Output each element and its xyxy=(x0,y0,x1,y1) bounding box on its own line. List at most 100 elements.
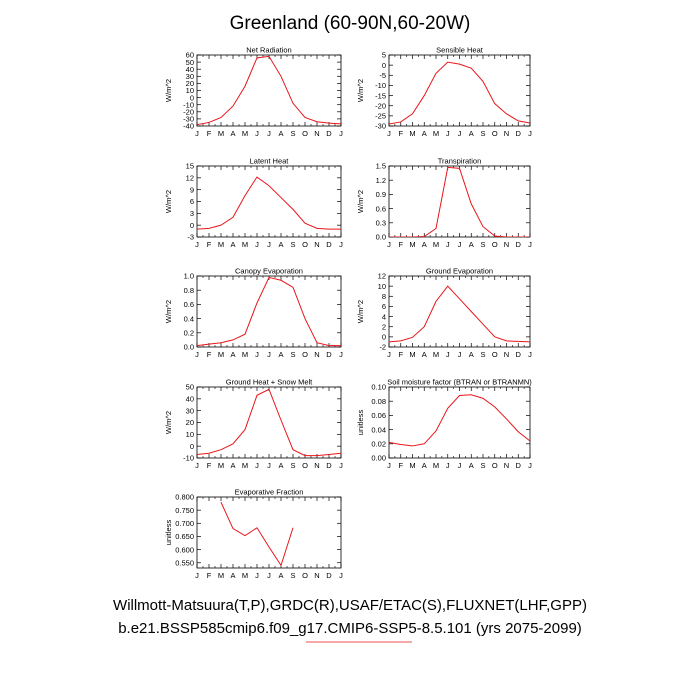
y-axis-label: W/m^2 xyxy=(356,190,365,213)
y-tick-label: 15 xyxy=(186,162,194,171)
x-tick-label: J xyxy=(267,129,271,138)
x-tick-label: M xyxy=(242,350,248,359)
y-tick-label: 0.700 xyxy=(175,519,194,528)
x-tick-label: A xyxy=(278,240,283,249)
y-tick-label: 0.00 xyxy=(371,454,386,463)
x-tick-label: D xyxy=(516,350,522,359)
x-tick-label: J xyxy=(387,461,391,470)
x-tick-label: J xyxy=(267,350,271,359)
plot-frame xyxy=(196,165,342,238)
x-tick-label: J xyxy=(387,350,391,359)
y-tick-label: 1.0 xyxy=(184,272,194,281)
x-tick-label: O xyxy=(302,240,308,249)
x-tick-label: A xyxy=(469,129,474,138)
y-tick-label: -5 xyxy=(379,71,386,80)
panel-title: Latent Heat xyxy=(250,157,290,166)
series-line-sensible-heat xyxy=(389,61,530,125)
x-tick-label: J xyxy=(195,571,199,580)
panel-title: Ground Evaporation xyxy=(426,267,493,276)
x-tick-label: F xyxy=(398,240,403,249)
y-tick-label: 8 xyxy=(382,292,386,301)
x-tick-label: O xyxy=(492,461,498,470)
x-tick-label: M xyxy=(242,571,248,580)
y-tick-label: 0.9 xyxy=(376,190,386,199)
x-tick-label: M xyxy=(409,129,415,138)
x-tick-label: S xyxy=(290,240,295,249)
y-tick-label: 20 xyxy=(186,418,194,427)
x-tick-label: O xyxy=(302,571,308,580)
x-tick-label: M xyxy=(218,350,224,359)
series-line-soil-moisture-factor-btran-or-btranmn xyxy=(389,394,530,447)
x-tick-label: J xyxy=(195,461,199,470)
x-tick-label: J xyxy=(339,240,343,249)
series-line-latent-heat xyxy=(197,176,341,230)
x-tick-label: J xyxy=(458,240,462,249)
x-tick-label: M xyxy=(218,571,224,580)
x-tick-label: J xyxy=(339,350,343,359)
y-tick-label: 0.0 xyxy=(184,343,194,352)
x-tick-label: J xyxy=(528,240,532,249)
plot-frame xyxy=(388,386,531,459)
y-tick-label: 0.06 xyxy=(371,411,386,420)
y-tick-label: -20 xyxy=(183,108,194,117)
panel-title: Net Radiation xyxy=(246,46,291,55)
y-tick-label: 50 xyxy=(186,58,194,67)
x-tick-label: A xyxy=(230,350,235,359)
x-tick-label: M xyxy=(433,129,439,138)
x-tick-label: A xyxy=(469,350,474,359)
y-tick-label: 40 xyxy=(186,395,194,404)
x-tick-label: M xyxy=(242,461,248,470)
y-tick-label: 0.750 xyxy=(175,506,194,515)
y-tick-label: 10 xyxy=(378,282,386,291)
y-tick-label: 0.08 xyxy=(371,397,386,406)
y-tick-label: 6 xyxy=(382,302,386,311)
y-tick-label: 0 xyxy=(190,442,194,451)
plot-frame xyxy=(388,165,531,238)
y-tick-label: -40 xyxy=(183,122,194,131)
x-tick-label: D xyxy=(326,240,332,249)
y-axis-label: unitless xyxy=(356,410,365,436)
x-tick-label: J xyxy=(458,350,462,359)
y-tick-label: 30 xyxy=(186,406,194,415)
y-tick-label: 6 xyxy=(190,197,194,206)
x-tick-label: F xyxy=(398,461,403,470)
y-tick-label: 1.2 xyxy=(376,176,386,185)
x-tick-label: F xyxy=(398,129,403,138)
x-tick-label: J xyxy=(339,461,343,470)
x-tick-label: J xyxy=(339,571,343,580)
x-tick-label: A xyxy=(469,461,474,470)
y-tick-label: 0 xyxy=(382,333,386,342)
y-tick-label: 0.2 xyxy=(184,329,194,338)
x-tick-label: M xyxy=(409,350,415,359)
x-tick-label: F xyxy=(207,461,212,470)
y-axis-label: W/m^2 xyxy=(164,411,173,434)
x-tick-label: J xyxy=(458,461,462,470)
y-tick-label: 9 xyxy=(190,185,194,194)
x-tick-label: A xyxy=(278,129,283,138)
y-tick-label: 0.6 xyxy=(376,204,386,213)
x-tick-label: J xyxy=(267,461,271,470)
x-tick-label: S xyxy=(290,350,295,359)
x-tick-label: M xyxy=(409,240,415,249)
x-tick-label: J xyxy=(458,129,462,138)
y-axis-label: W/m^2 xyxy=(164,300,173,323)
x-tick-label: J xyxy=(255,350,259,359)
series-line-ground-evaporation xyxy=(389,285,530,343)
y-tick-label: 0.3 xyxy=(376,219,386,228)
y-tick-label: -30 xyxy=(375,122,386,131)
x-tick-label: A xyxy=(469,240,474,249)
x-tick-label: S xyxy=(290,461,295,470)
x-tick-label: A xyxy=(422,129,427,138)
series-line-evaporative-fraction xyxy=(220,502,294,567)
x-tick-label: F xyxy=(207,350,212,359)
panel-title: Transpiration xyxy=(438,157,482,166)
y-tick-label: 4 xyxy=(382,312,386,321)
series-line-canopy-evaporation xyxy=(197,276,341,347)
panel-title: Ground Heat + Snow Melt xyxy=(226,378,313,387)
